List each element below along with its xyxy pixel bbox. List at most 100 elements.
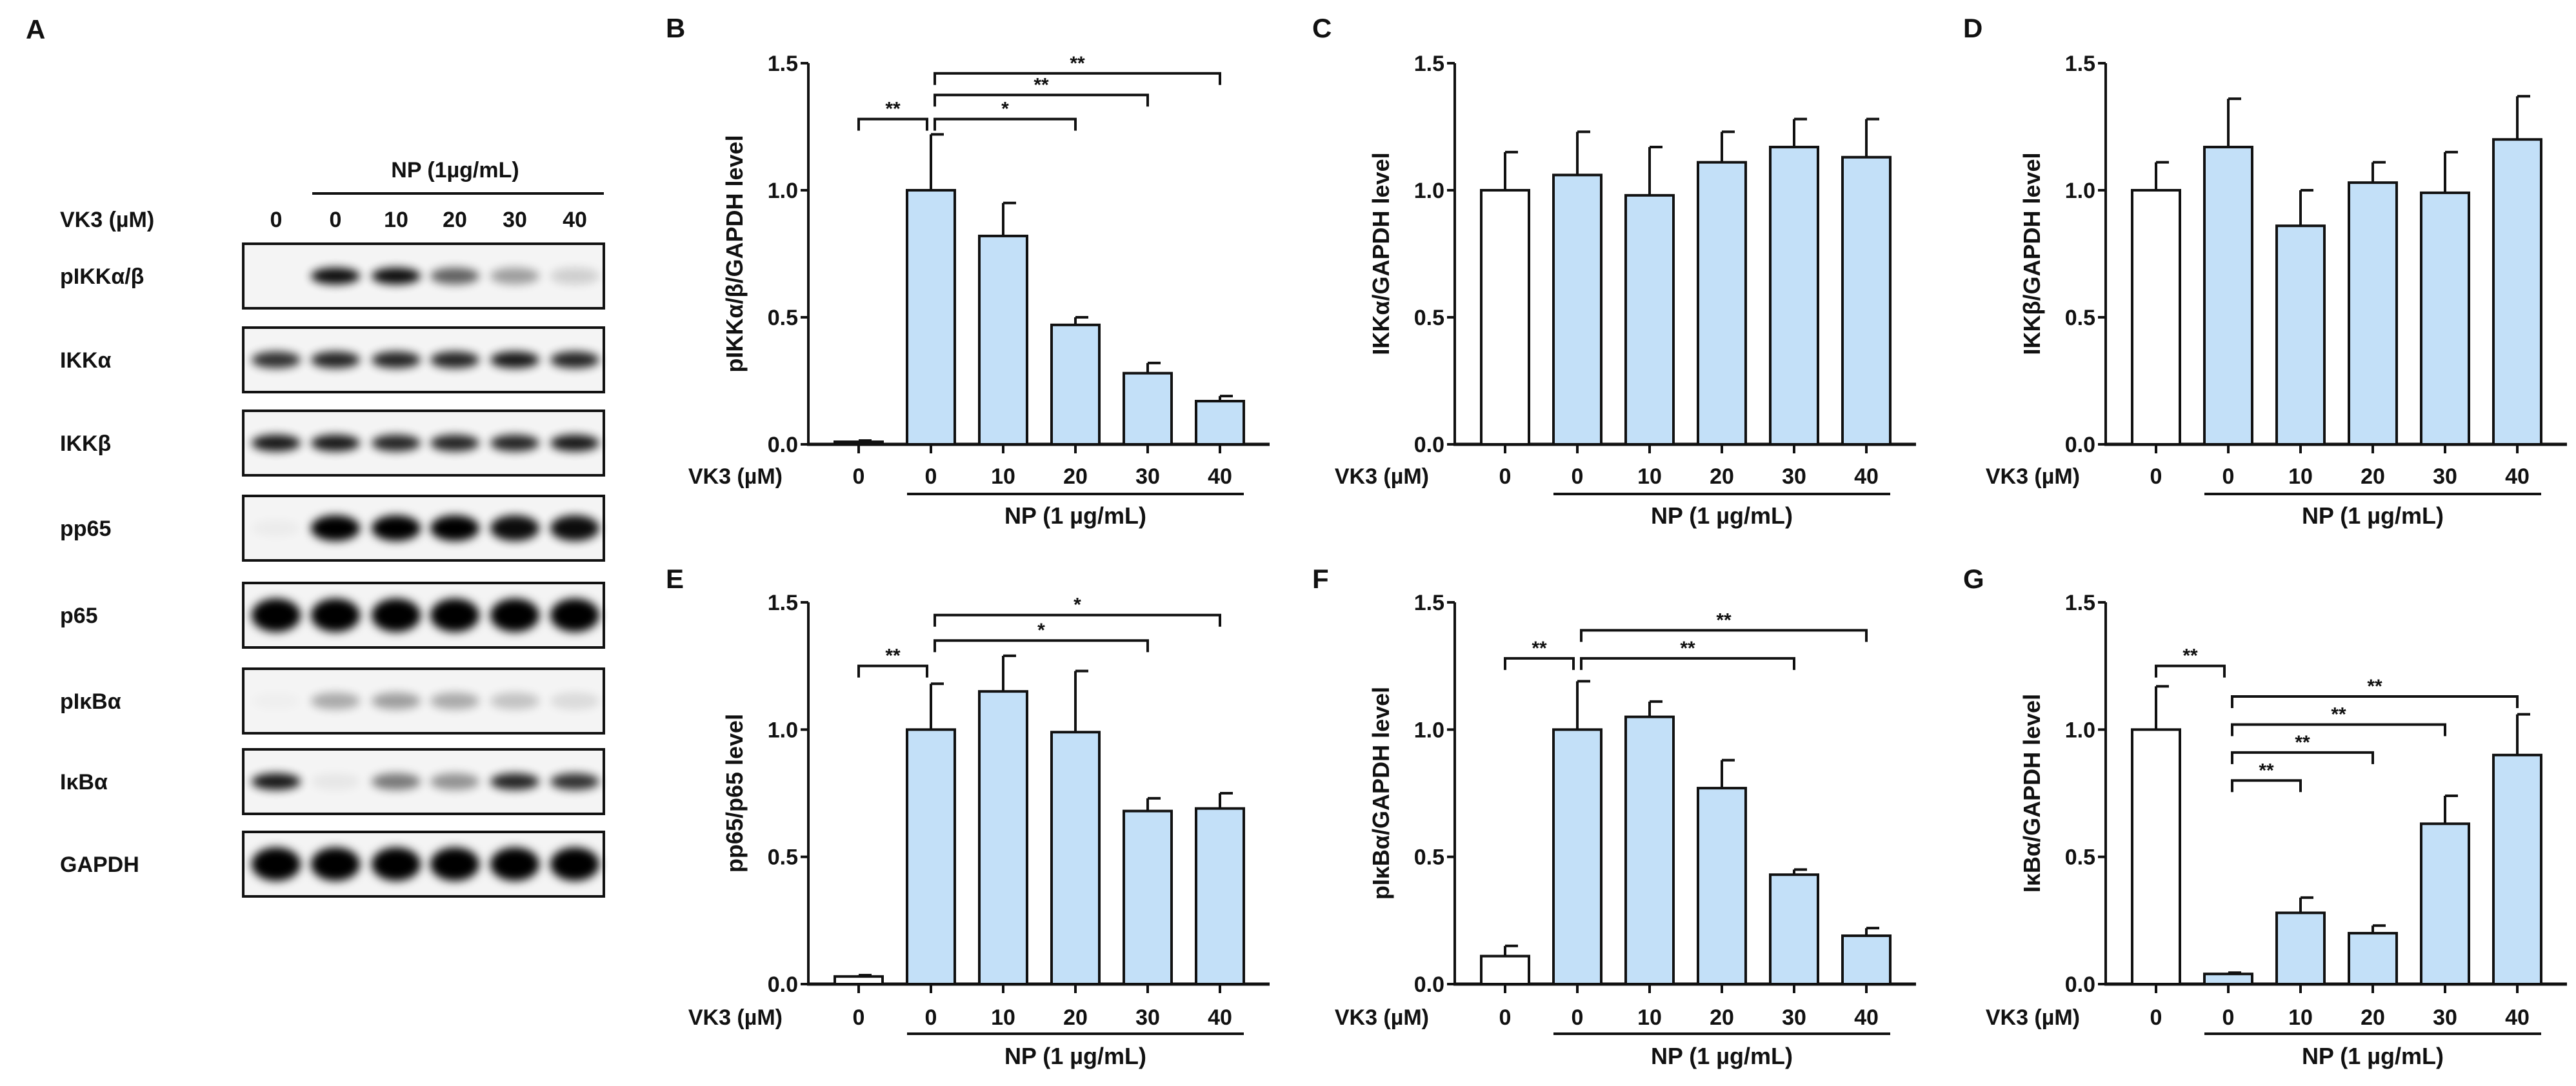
y-tick-label: 1.0 <box>2065 179 2095 203</box>
significance-bracket <box>857 117 928 131</box>
x-tick-label: 20 <box>2361 1005 2385 1030</box>
protein-band <box>430 515 479 541</box>
significance-label: ** <box>1532 638 1547 659</box>
bar <box>1841 934 1892 985</box>
significance-bracket <box>2231 779 2302 793</box>
significance-label: * <box>1037 620 1045 641</box>
protein-band <box>430 693 479 709</box>
protein-band <box>550 773 599 790</box>
protein-band <box>311 847 360 881</box>
x-tick-label: 0 <box>2150 1005 2162 1030</box>
lane-label: 30 <box>503 208 527 232</box>
bar <box>1195 807 1245 986</box>
y-tick-label: 1.0 <box>1414 179 1444 203</box>
x-tick-label: 10 <box>2288 1005 2313 1030</box>
x-tick-label: 30 <box>1782 1005 1806 1030</box>
bar <box>2131 728 2181 986</box>
blot-membrane <box>242 242 605 310</box>
bar <box>1697 161 1747 446</box>
protein-band <box>252 847 301 881</box>
y-tick-label: 0.0 <box>1414 433 1444 457</box>
bar <box>1769 146 1819 446</box>
chart-g: G 0.0 0.5 1.0 1.5 IκBα/GAPDH level 0 0 10 20 30 40 V… <box>1963 564 2567 1069</box>
x-tick-label: 20 <box>1063 1005 1088 1030</box>
x-tick-label: 40 <box>2505 464 2530 489</box>
group-label: NP (1 µg/mL) <box>2302 502 2444 529</box>
protein-band <box>252 693 301 709</box>
protein-band <box>252 435 301 451</box>
protein-band <box>372 847 421 881</box>
protein-band <box>490 268 539 284</box>
bar <box>2131 189 2181 446</box>
x-tick-label: 40 <box>1854 1005 1879 1030</box>
protein-band <box>311 773 360 790</box>
x-tick-label: 10 <box>991 1005 1015 1030</box>
protein-band <box>430 268 479 284</box>
x-tick-label: 40 <box>1854 464 1879 489</box>
protein-band <box>252 773 301 790</box>
x-tick-label: 40 <box>2505 1005 2530 1030</box>
blot-row-label: pIκBα <box>60 689 121 714</box>
significance-label: ** <box>2295 732 2310 753</box>
group-label: NP (1 µg/mL) <box>1651 1043 1793 1069</box>
x-tick-label: 40 <box>1208 1005 1232 1030</box>
significance-label: ** <box>2259 760 2274 781</box>
y-axis-label: pIKKα/β/GAPDH level <box>721 135 748 372</box>
dose-row-label: VK3 (µM) <box>688 464 783 489</box>
y-tick-label: 1.5 <box>1414 52 1444 76</box>
chart-d: D 0.0 0.5 1.0 1.5 IKKβ/GAPDH level 0 0 10 20 30 40 V… <box>1963 13 2567 529</box>
significance-label: * <box>1073 595 1081 616</box>
dose-row-label: VK3 (µM) <box>1335 464 1429 489</box>
y-tick-label: 0.0 <box>768 972 798 997</box>
protein-band <box>490 773 539 790</box>
significance-label: ** <box>1070 53 1085 74</box>
protein-band <box>311 268 360 284</box>
x-tick-label: 30 <box>2433 464 2457 489</box>
protein-band <box>490 847 539 881</box>
bar <box>834 440 884 446</box>
bar <box>1050 731 1101 986</box>
y-tick-label: 0.0 <box>2065 433 2095 457</box>
protein-band <box>252 351 301 368</box>
y-tick-label: 1.5 <box>2065 591 2095 615</box>
significance-bracket <box>1580 657 1795 670</box>
bar <box>2275 911 2326 985</box>
bar <box>2420 191 2470 446</box>
protein-band <box>372 435 421 451</box>
protein-band <box>490 693 539 709</box>
y-tick-label: 0.5 <box>2065 306 2095 330</box>
protein-band <box>252 598 301 632</box>
y-tick-label: 0.0 <box>768 433 798 457</box>
protein-band <box>372 351 421 368</box>
x-tick-label: 10 <box>1637 464 1662 489</box>
blot-membrane <box>242 831 605 898</box>
chart-b: B 0.0 0.5 1.0 1.5 pIKKα/β/GAPDH level 0 0 10 20 30… <box>666 13 1270 529</box>
x-tick-label: 10 <box>1637 1005 1662 1030</box>
chart-f: F 0.0 0.5 1.0 1.5 pIκBα/GAPDH level 0 0 10 20 30 40… <box>1312 564 1916 1069</box>
protein-band <box>550 847 599 881</box>
significance-bracket <box>2231 695 2519 709</box>
protein-band <box>252 520 301 537</box>
significance-label: ** <box>885 99 901 120</box>
protein-band <box>550 268 599 284</box>
protein-band <box>372 515 421 541</box>
significance-label: ** <box>2182 646 2198 667</box>
bar <box>1769 873 1819 985</box>
panel-letter: E <box>666 564 684 594</box>
significance-bracket <box>934 117 1077 131</box>
significance-label: ** <box>1680 638 1695 659</box>
bar <box>1697 787 1747 986</box>
bar <box>1195 400 1245 446</box>
blot-row-label: IKKβ <box>60 431 111 456</box>
blot-row-label: GAPDH <box>60 853 139 877</box>
significance-bracket <box>934 613 1221 627</box>
panel-letter: B <box>666 13 685 43</box>
x-tick-label: 20 <box>1063 464 1088 489</box>
blot-row-label: p65 <box>60 604 98 628</box>
protein-band <box>490 598 539 632</box>
y-axis-label: IκBα/GAPDH level <box>2019 694 2045 893</box>
significance-bracket <box>934 72 1221 85</box>
significance-label: * <box>1001 99 1009 120</box>
group-label: NP (1 µg/mL) <box>1004 1043 1146 1069</box>
x-tick-label: 0 <box>2150 464 2162 489</box>
